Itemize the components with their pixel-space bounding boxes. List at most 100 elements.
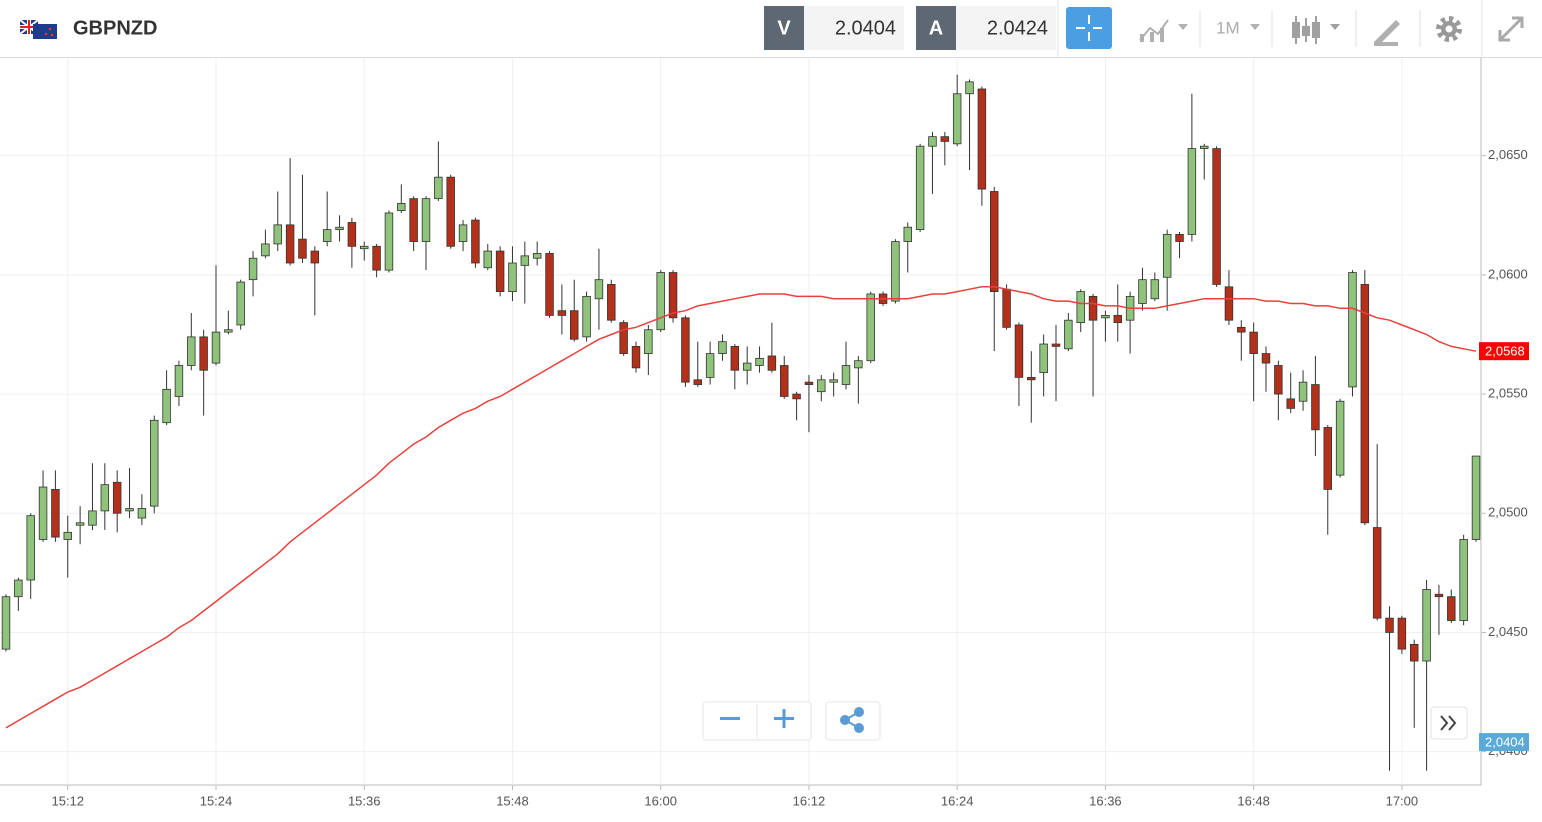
candle-body bbox=[236, 281, 245, 326]
candle-body bbox=[570, 310, 579, 340]
chart-type-button[interactable] bbox=[1139, 19, 1188, 42]
candle-body bbox=[187, 336, 196, 366]
y-tick-label: 2,0550 bbox=[1488, 386, 1528, 401]
candle-body bbox=[150, 419, 159, 507]
zoom-in-button[interactable] bbox=[774, 709, 794, 728]
candle-body bbox=[248, 257, 258, 281]
candle-body bbox=[829, 379, 838, 383]
candle-body bbox=[1360, 284, 1370, 524]
candle-body bbox=[508, 262, 517, 292]
candle-body bbox=[273, 224, 282, 245]
candle-body bbox=[174, 365, 184, 397]
candle-body bbox=[780, 365, 789, 397]
crosshair-button[interactable] bbox=[1066, 7, 1112, 49]
candle-body bbox=[990, 191, 999, 292]
candle-body bbox=[1434, 593, 1444, 598]
candle-body bbox=[1335, 400, 1345, 476]
candle-body bbox=[730, 346, 740, 371]
x-tick-label: 16:24 bbox=[941, 793, 974, 808]
ask-box[interactable] bbox=[956, 6, 1056, 50]
candle-body bbox=[224, 329, 233, 333]
candle-body bbox=[51, 489, 60, 538]
fullscreen-button[interactable] bbox=[1498, 16, 1524, 42]
x-tick-label: 15:48 bbox=[496, 793, 529, 808]
candle-body bbox=[434, 176, 443, 200]
candle-body bbox=[718, 341, 727, 354]
candle-button[interactable] bbox=[1292, 16, 1340, 44]
candle-body bbox=[1385, 617, 1394, 633]
candle-body bbox=[644, 329, 653, 354]
candle-body bbox=[891, 241, 900, 302]
candle-body bbox=[532, 253, 542, 259]
candle-body bbox=[619, 322, 628, 354]
candle-body bbox=[1064, 319, 1073, 350]
candle-body bbox=[360, 245, 369, 250]
y-tick-label: 2,0450 bbox=[1488, 624, 1528, 639]
candle-body bbox=[137, 508, 147, 519]
zoom-out-button[interactable] bbox=[720, 717, 740, 720]
draw-button[interactable] bbox=[1374, 20, 1400, 46]
candle-body bbox=[1249, 331, 1258, 354]
candle-body bbox=[471, 219, 480, 264]
scroll-end-button[interactable] bbox=[1430, 706, 1470, 742]
candle-body bbox=[755, 357, 764, 366]
candle-body bbox=[866, 293, 875, 362]
header-graphics: GBPNZD V 2.0404 A 2.0424 1M bbox=[19, 0, 1524, 57]
share-button[interactable] bbox=[825, 701, 881, 741]
x-tick-label: 15:12 bbox=[51, 793, 84, 808]
candle-body bbox=[1447, 596, 1456, 621]
candle-body bbox=[965, 81, 974, 95]
candle-body bbox=[1138, 279, 1147, 304]
candle-body bbox=[335, 226, 344, 231]
candle-body bbox=[1113, 315, 1122, 323]
candle-body bbox=[817, 379, 826, 393]
candle-body bbox=[804, 381, 814, 385]
price-marker bbox=[1479, 733, 1529, 752]
candle-body bbox=[421, 198, 431, 242]
candle-body bbox=[631, 346, 641, 369]
candle-body bbox=[298, 238, 307, 259]
candle-body bbox=[483, 250, 492, 269]
candle-body bbox=[1150, 279, 1160, 300]
y-tick-label: 2,0650 bbox=[1488, 147, 1528, 162]
candle-body bbox=[112, 481, 122, 514]
candle-body bbox=[1076, 291, 1085, 323]
candle-body bbox=[915, 145, 925, 231]
candles bbox=[1, 74, 1481, 771]
candle-body bbox=[1027, 377, 1036, 381]
candle-body bbox=[446, 176, 455, 247]
candle-body bbox=[1274, 365, 1283, 395]
candle-body bbox=[384, 212, 394, 271]
bid-box[interactable] bbox=[804, 6, 904, 50]
settings-button[interactable] bbox=[1436, 16, 1462, 42]
candle-body bbox=[372, 245, 381, 271]
candle-body bbox=[125, 508, 134, 512]
share-icon bbox=[840, 707, 864, 733]
candle-body bbox=[397, 202, 406, 211]
candle-body bbox=[1175, 233, 1184, 242]
candle-body bbox=[1410, 643, 1419, 662]
candle-body bbox=[557, 310, 567, 316]
candle-body bbox=[1471, 455, 1481, 540]
candle-body bbox=[88, 510, 97, 526]
candle-body bbox=[705, 353, 715, 378]
zoom-controls bbox=[702, 701, 881, 741]
flag bbox=[19, 19, 57, 39]
x-tick-label: 16:00 bbox=[644, 793, 677, 808]
y-tick-label: 2,0600 bbox=[1488, 266, 1528, 281]
x-tick-label: 16:48 bbox=[1237, 793, 1270, 808]
y-tick-label: 2,0500 bbox=[1488, 505, 1528, 520]
candle-body bbox=[100, 484, 110, 512]
candle-body bbox=[1200, 145, 1209, 149]
candle-body bbox=[656, 272, 665, 331]
candle-body bbox=[199, 336, 208, 371]
x-tick-label: 16:12 bbox=[793, 793, 826, 808]
candle-body bbox=[458, 224, 468, 242]
timeframe[interactable]: 1M bbox=[1216, 18, 1240, 37]
candle-body bbox=[38, 486, 48, 540]
candle-body bbox=[841, 365, 851, 385]
candle-body bbox=[14, 579, 23, 598]
x-tick-label: 16:36 bbox=[1089, 793, 1122, 808]
